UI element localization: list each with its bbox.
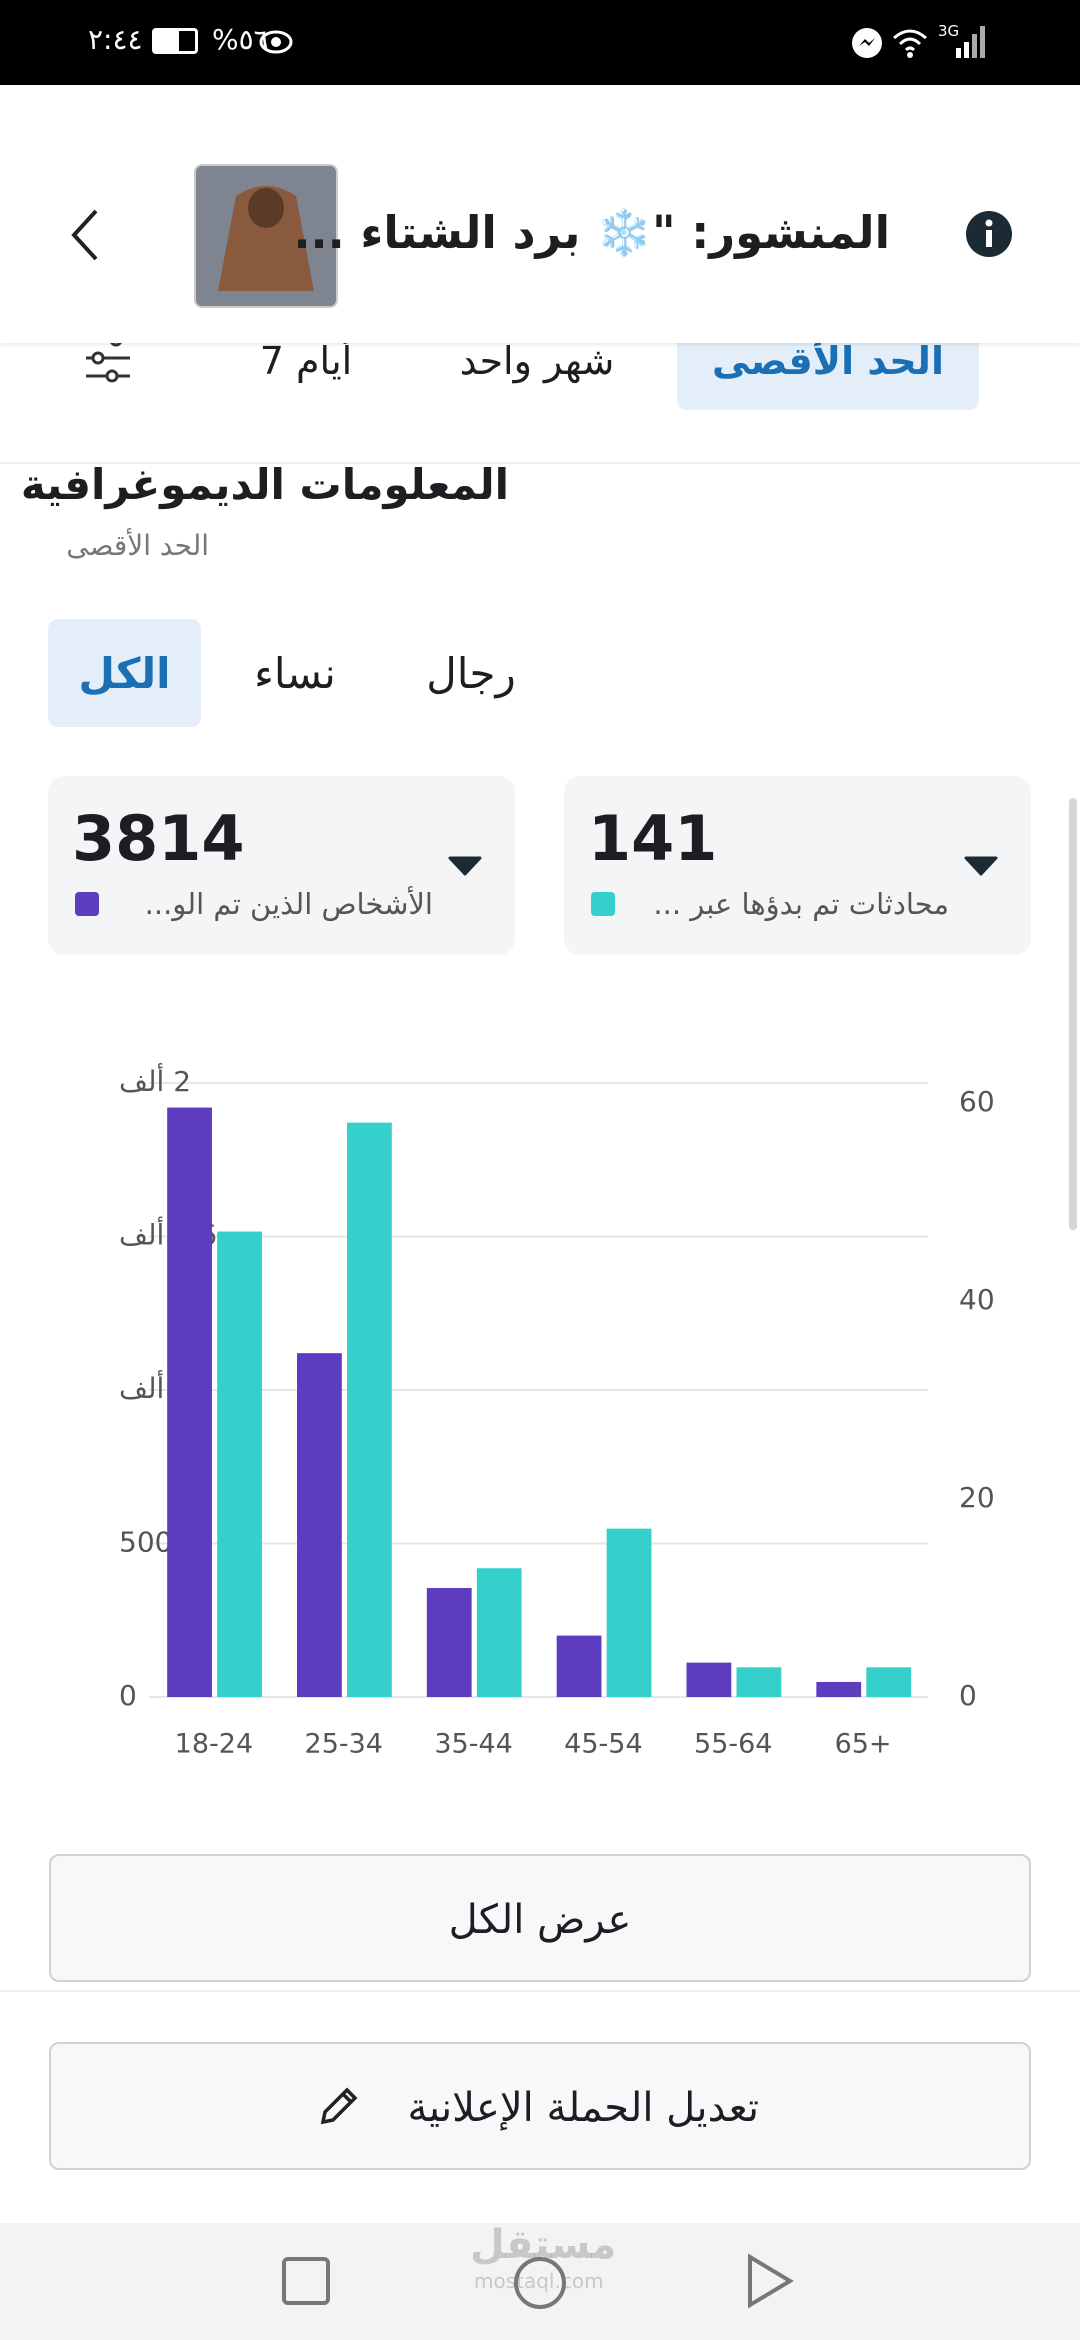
y2-tick-label: 60 — [959, 1085, 995, 1118]
bar — [866, 1667, 912, 1697]
post-thumbnail[interactable] — [194, 164, 338, 308]
button-label: تعديل الحملة الإعلانية — [407, 2085, 759, 2131]
segment[interactable]: نساء — [254, 649, 336, 698]
dropdown-icon[interactable] — [964, 856, 998, 876]
nav-bar: مستقل mostaql.com — [0, 2223, 1080, 2340]
segment-selected[interactable]: الكل — [48, 619, 201, 727]
wifi-icon — [893, 29, 927, 58]
x-tick-label: 25-34 — [305, 1729, 383, 1760]
metric-value: 141 — [588, 802, 718, 875]
eye-icon — [259, 30, 293, 54]
bar — [346, 1122, 392, 1697]
view-all-button[interactable]: عرض الكل — [49, 1854, 1031, 1982]
tab-label: الحد الأقصى — [712, 339, 944, 383]
info-button[interactable] — [965, 210, 1013, 258]
y-tick-label: 2 ألف — [119, 1062, 191, 1098]
watermark-site: mostaql.com — [474, 2269, 604, 2293]
watermark-brand: مستقل — [470, 2222, 617, 2268]
bar — [556, 1635, 602, 1697]
post-title: المنشور: "❄️ برد الشتاء ... — [293, 206, 890, 259]
bar — [686, 1662, 732, 1697]
y2-tick-label: 20 — [959, 1481, 995, 1514]
bar — [736, 1667, 782, 1697]
home-button[interactable] — [512, 2255, 568, 2311]
header: المنشور: "❄️ برد الشتاء ... — [0, 85, 1080, 343]
bar — [217, 1231, 262, 1697]
x-tick-label: 35-44 — [434, 1729, 512, 1760]
x-tick-label: 65+ — [835, 1729, 892, 1760]
divider — [0, 1990, 1080, 1992]
bar — [476, 1568, 522, 1697]
metric-card[interactable]: 141 محادثات تم بدؤها عبر ... — [564, 776, 1031, 955]
tab[interactable]: شهر واحد — [459, 339, 615, 383]
recents-button[interactable] — [280, 2255, 332, 2307]
scrollbar — [1069, 798, 1077, 1230]
legend-swatch — [591, 892, 615, 916]
x-tick-label: 45-54 — [564, 1729, 642, 1760]
y2-tick-label: 40 — [959, 1283, 995, 1316]
bar — [606, 1528, 652, 1697]
time: ٢:٤٤ — [88, 23, 143, 56]
bar — [426, 1588, 472, 1697]
metric-value: 3814 — [72, 802, 245, 875]
x-tick-label: 18-24 — [175, 1729, 253, 1760]
legend-swatch — [75, 892, 99, 916]
y-tick-label: 0 — [119, 1679, 137, 1712]
edit-campaign-button[interactable]: تعديل الحملة الإعلانية — [49, 2042, 1031, 2170]
bar — [816, 1681, 862, 1697]
back-button[interactable] — [66, 207, 106, 263]
messenger-icon — [852, 28, 882, 58]
battery-icon — [152, 28, 198, 54]
x-tick-label: 55-64 — [694, 1729, 772, 1760]
section-subtitle: الحد الأقصى — [66, 529, 209, 562]
bar — [167, 1107, 212, 1697]
pencil-icon — [320, 2087, 358, 2125]
network-type: 3G — [938, 22, 960, 40]
bar — [297, 1353, 342, 1697]
metric-card[interactable]: 3814 الأشخاص الذين تم الو... — [48, 776, 515, 955]
dropdown-icon[interactable] — [448, 856, 482, 876]
y-tick-label: 500 — [119, 1526, 172, 1559]
segment-label: الكل — [78, 649, 171, 698]
button-label: عرض الكل — [448, 1897, 632, 1943]
section-title: المعلومات الديموغرافية — [20, 460, 509, 509]
status-bar: ٢:٤٤ %٥٦ 3G — [0, 0, 1080, 85]
signal-icon — [956, 26, 985, 58]
segment[interactable]: رجال — [426, 649, 516, 698]
legend-label: محادثات تم بدؤها عبر ... — [653, 887, 949, 921]
legend-label: الأشخاص الذين تم الو... — [144, 887, 433, 921]
y2-tick-label: 0 — [959, 1679, 977, 1712]
back-nav-button[interactable] — [744, 2253, 796, 2309]
tab[interactable]: 7 أيام — [259, 339, 353, 383]
